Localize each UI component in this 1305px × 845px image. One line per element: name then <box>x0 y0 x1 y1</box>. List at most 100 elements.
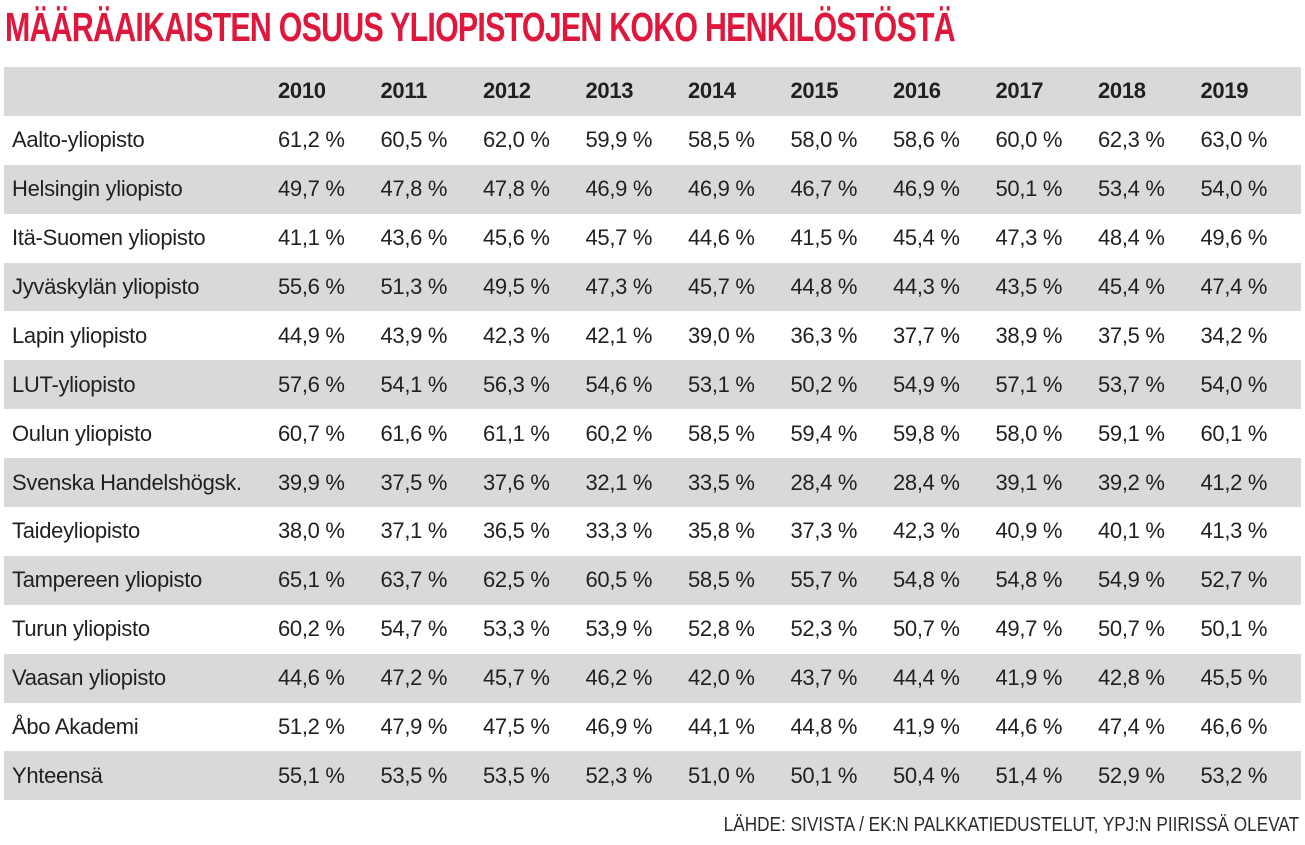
value-cell: 54,6 % <box>585 371 653 397</box>
value-cell: 58,5 % <box>688 420 755 446</box>
value-cell: 63,7 % <box>380 567 448 593</box>
year-column-header: 2018 <box>1098 78 1146 104</box>
value-cell: 40,1 % <box>1098 518 1165 544</box>
table-row: Oulun yliopisto 60,7 % 61,6 % 61,1 % 60,2 % 5… <box>4 409 1301 459</box>
value-cell: 60,2 % <box>278 616 345 642</box>
value-cell: 41,5 % <box>790 225 858 251</box>
value-cell: 50,2 % <box>790 371 858 397</box>
value-cell: 43,9 % <box>380 322 448 348</box>
value-cell: 37,5 % <box>1098 322 1165 348</box>
value-cell: 52,9 % <box>1098 762 1165 788</box>
table-row: Turun yliopisto 60,2 % 54,7 % 53,3 % 53,9 % 5… <box>4 604 1301 654</box>
value-cell: 51,3 % <box>380 274 448 299</box>
value-cell: 59,4 % <box>790 420 858 446</box>
value-cell: 55,1 % <box>278 762 345 788</box>
value-cell: 50,4 % <box>893 762 960 788</box>
table-row: Åbo Akademi 51,2 % 47,9 % 47,5 % 46,9 % 44,1 … <box>4 702 1301 752</box>
value-cell: 45,7 % <box>585 225 653 251</box>
value-cell: 46,6 % <box>1200 714 1268 740</box>
value-cell: 46,2 % <box>585 665 653 691</box>
value-cell: 54,8 % <box>995 567 1063 593</box>
value-cell: 44,3 % <box>893 274 960 299</box>
value-cell: 59,1 % <box>1098 420 1165 446</box>
value-cell: 61,6 % <box>380 420 448 446</box>
value-cell: 45,5 % <box>1200 665 1268 691</box>
value-cell: 45,4 % <box>1098 274 1165 299</box>
value-cell: 46,9 % <box>585 714 653 740</box>
table-row: Vaasan yliopisto 44,6 % 47,2 % 45,7 % 46,2 %… <box>4 653 1301 703</box>
value-cell: 44,6 % <box>278 665 345 691</box>
row-label: Turun yliopisto <box>12 616 150 642</box>
value-cell: 53,1 % <box>688 371 755 397</box>
value-cell: 28,4 % <box>790 469 858 495</box>
row-label: Oulun yliopisto <box>12 420 152 446</box>
year-column-header: 2012 <box>483 78 531 104</box>
table-row: Taideyliopisto 38,0 % 37,1 % 36,5 % 33,3 % 35… <box>4 507 1301 556</box>
value-cell: 60,5 % <box>585 567 653 593</box>
value-cell: 60,2 % <box>585 420 653 446</box>
value-cell: 39,0 % <box>688 322 755 348</box>
year-column-header: 2011 <box>380 78 428 104</box>
value-cell: 65,1 % <box>278 567 345 593</box>
value-cell: 54,7 % <box>380 616 448 642</box>
value-cell: 58,5 % <box>688 567 755 593</box>
row-label: Yhteensä <box>12 762 103 788</box>
value-cell: 42,0 % <box>688 665 755 691</box>
value-cell: 34,2 % <box>1200 322 1268 348</box>
value-cell: 48,4 % <box>1098 225 1165 251</box>
value-cell: 53,5 % <box>483 762 550 788</box>
value-cell: 43,7 % <box>790 665 858 691</box>
value-cell: 36,5 % <box>483 518 550 544</box>
value-cell: 53,7 % <box>1098 371 1165 397</box>
value-cell: 45,7 % <box>483 665 550 691</box>
value-cell: 44,1 % <box>688 714 755 740</box>
value-cell: 53,4 % <box>1098 176 1165 202</box>
value-cell: 58,5 % <box>688 127 755 153</box>
year-column-header: 2010 <box>278 78 326 104</box>
value-cell: 36,3 % <box>790 322 858 348</box>
value-cell: 50,7 % <box>893 616 960 642</box>
value-cell: 37,5 % <box>380 469 448 495</box>
value-cell: 53,5 % <box>380 762 448 788</box>
value-cell: 61,2 % <box>278 127 345 153</box>
value-cell: 47,8 % <box>380 176 448 202</box>
value-cell: 58,0 % <box>790 127 858 153</box>
value-cell: 44,6 % <box>688 225 755 251</box>
value-cell: 51,4 % <box>995 762 1063 788</box>
value-cell: 42,8 % <box>1098 665 1165 691</box>
value-cell: 54,0 % <box>1200 371 1268 397</box>
value-cell: 46,9 % <box>893 176 960 202</box>
value-cell: 41,9 % <box>893 714 960 740</box>
table-body: Aalto-yliopisto 61,2 % 60,5 % 62,0 % 59,9 % 5… <box>4 115 1301 801</box>
value-cell: 43,6 % <box>380 225 448 251</box>
value-cell: 44,4 % <box>893 665 960 691</box>
row-label: Vaasan yliopisto <box>12 665 166 691</box>
value-cell: 42,1 % <box>585 322 653 348</box>
value-cell: 51,0 % <box>688 762 755 788</box>
corner-cell <box>4 67 276 116</box>
value-cell: 46,9 % <box>688 176 755 202</box>
value-cell: 57,1 % <box>995 371 1063 397</box>
value-cell: 43,5 % <box>995 274 1063 299</box>
value-cell: 52,7 % <box>1200 567 1268 593</box>
value-cell: 47,2 % <box>380 665 448 691</box>
value-cell: 53,3 % <box>483 616 550 642</box>
value-cell: 62,5 % <box>483 567 550 593</box>
value-cell: 46,7 % <box>790 176 858 202</box>
value-cell: 60,0 % <box>995 127 1063 153</box>
value-cell: 47,8 % <box>483 176 550 202</box>
value-cell: 50,1 % <box>995 176 1063 202</box>
value-cell: 52,8 % <box>688 616 755 642</box>
year-column-header: 2017 <box>995 78 1044 104</box>
row-label: Taideyliopisto <box>12 518 140 544</box>
table-row: Jyväskylän yliopisto 55,6 % 51,3 % 49,5 % 47… <box>4 262 1301 312</box>
year-column-header: 2015 <box>790 78 839 104</box>
value-cell: 37,1 % <box>380 518 448 544</box>
value-cell: 44,9 % <box>278 322 345 348</box>
value-cell: 50,7 % <box>1098 616 1165 642</box>
source-note: LÄHDE: SIVISTA / EK:N PALKKATIEDUSTELUT,… <box>723 814 1299 836</box>
value-cell: 33,3 % <box>585 518 653 544</box>
value-cell: 60,1 % <box>1200 420 1268 446</box>
value-cell: 33,5 % <box>688 469 755 495</box>
value-cell: 28,4 % <box>893 469 960 495</box>
